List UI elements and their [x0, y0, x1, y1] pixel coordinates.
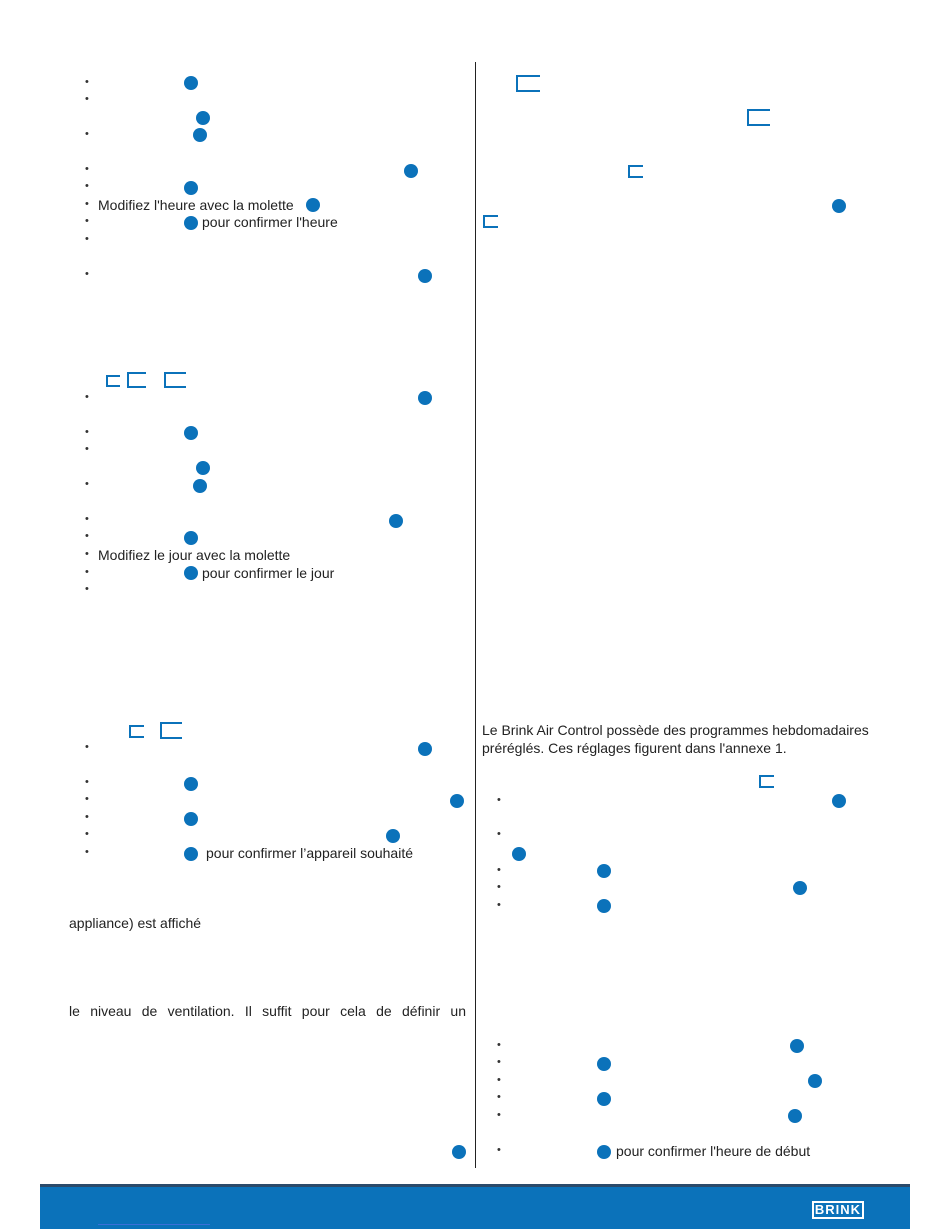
bullet-marker: • [85, 93, 89, 105]
marker-dot-icon [597, 1145, 611, 1159]
instruction-set-time: Modifiez l'heure avec la molette [98, 197, 294, 213]
paragraph-programs-line1: Le Brink Air Control possède des program… [482, 722, 869, 738]
bullet-marker: • [497, 794, 501, 806]
bullet-marker: • [85, 846, 89, 858]
marker-dot-icon [597, 1057, 611, 1071]
marker-dot-icon [306, 198, 320, 212]
marker-dot-icon [832, 794, 846, 808]
bullet-marker: • [497, 881, 501, 893]
bullet-marker: • [85, 828, 89, 840]
bullet-marker: • [85, 583, 89, 595]
marker-dot-icon [450, 794, 464, 808]
bullet-marker: • [85, 163, 89, 175]
marker-dot-icon [184, 216, 198, 230]
bullet-marker: • [85, 776, 89, 788]
bullet-marker: • [85, 793, 89, 805]
marker-dot-icon [418, 742, 432, 756]
display-bracket-icon [747, 109, 770, 126]
bullet-marker: • [85, 215, 89, 227]
marker-dot-icon [196, 111, 210, 125]
bullet-marker: • [85, 391, 89, 403]
marker-dot-icon [808, 1074, 822, 1088]
marker-dot-icon [386, 829, 400, 843]
bullet-marker: • [497, 828, 501, 840]
marker-dot-icon [793, 881, 807, 895]
display-bracket-icon [628, 165, 643, 178]
bullet-marker: • [85, 128, 89, 140]
marker-dot-icon [512, 847, 526, 861]
marker-dot-icon [184, 531, 198, 545]
bullet-marker: • [85, 566, 89, 578]
instruction-confirm-start-time: pour confirmer l'heure de début [616, 1143, 811, 1159]
display-bracket-icon [483, 215, 498, 228]
marker-dot-icon [404, 164, 418, 178]
bullet-marker: • [85, 811, 89, 823]
bullet-marker: • [497, 1056, 501, 1068]
paragraph-appliance: appliance) est affiché [69, 915, 202, 931]
bullet-marker: • [497, 1074, 501, 1086]
bullet-marker: • [85, 478, 89, 490]
bullet-marker: • [497, 1039, 501, 1051]
marker-dot-icon [184, 812, 198, 826]
marker-dot-icon [452, 1145, 466, 1159]
display-bracket-icon [160, 722, 182, 739]
bullet-marker: • [85, 426, 89, 438]
marker-dot-icon [418, 269, 432, 283]
paragraph-ventilation: le niveau de ventilation. Il suffit pour… [69, 1003, 466, 1019]
bullet-marker: • [497, 1144, 501, 1156]
display-bracket-icon [129, 725, 144, 738]
marker-dot-icon [184, 566, 198, 580]
marker-dot-icon [597, 899, 611, 913]
marker-dot-icon [193, 128, 207, 142]
display-bracket-icon [106, 375, 120, 387]
bullet-marker: • [85, 530, 89, 542]
bullet-marker: • [85, 741, 89, 753]
bullet-marker: • [85, 76, 89, 88]
brink-logo: BRINK [812, 1201, 864, 1219]
marker-dot-icon [788, 1109, 802, 1123]
marker-dot-icon [184, 181, 198, 195]
marker-dot-icon [193, 479, 207, 493]
display-bracket-icon [516, 75, 540, 92]
bullet-marker: • [497, 899, 501, 911]
marker-dot-icon [389, 514, 403, 528]
bullet-marker: • [497, 864, 501, 876]
marker-dot-icon [597, 1092, 611, 1106]
bullet-marker: • [85, 233, 89, 245]
bullet-marker: • [85, 513, 89, 525]
marker-dot-icon [184, 426, 198, 440]
paragraph-programs-line2: préréglés. Ces réglages figurent dans l'… [482, 740, 787, 756]
bullet-marker: • [85, 180, 89, 192]
display-bracket-icon [127, 372, 146, 388]
marker-dot-icon [418, 391, 432, 405]
display-bracket-icon [164, 372, 186, 388]
page-footer: BRINK [40, 1184, 910, 1229]
marker-dot-icon [184, 777, 198, 791]
bullet-marker: • [497, 1109, 501, 1121]
column-divider [475, 62, 476, 1168]
instruction-confirm-time: pour confirmer l'heure [202, 214, 338, 230]
bullet-marker: • [85, 268, 89, 280]
marker-dot-icon [196, 461, 210, 475]
marker-dot-icon [184, 847, 198, 861]
bullet-marker: • [497, 1091, 501, 1103]
bullet-marker: • [85, 548, 89, 560]
marker-dot-icon [832, 199, 846, 213]
bullet-marker: • [85, 443, 89, 455]
instruction-confirm-appliance: pour confirmer l’appareil souhaité [206, 845, 413, 861]
bullet-marker: • [85, 198, 89, 210]
footer-link-underline[interactable] [98, 1224, 210, 1225]
marker-dot-icon [597, 864, 611, 878]
instruction-set-day: Modifiez le jour avec la molette [98, 547, 291, 563]
instruction-confirm-day: pour confirmer le jour [202, 565, 335, 581]
marker-dot-icon [790, 1039, 804, 1053]
display-bracket-icon [759, 775, 774, 788]
marker-dot-icon [184, 76, 198, 90]
